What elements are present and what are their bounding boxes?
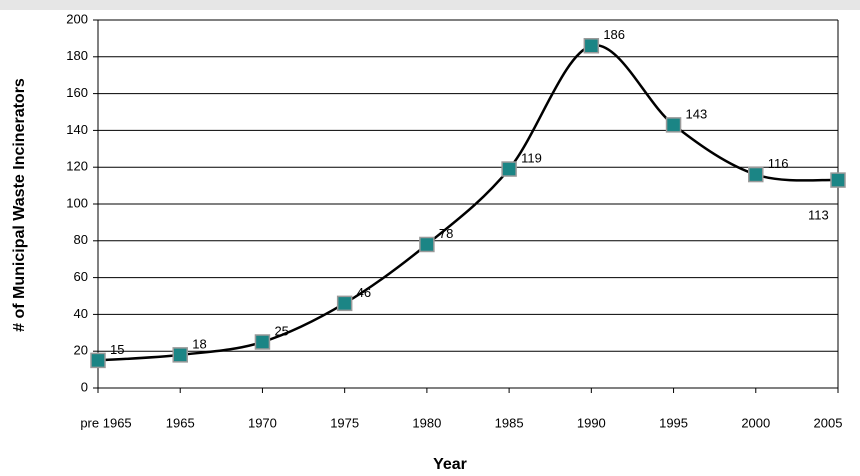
marker xyxy=(665,117,682,133)
y-tick-label: 180 xyxy=(66,48,88,63)
y-tick-label: 160 xyxy=(66,85,88,100)
y-tick-label: 80 xyxy=(74,232,88,247)
y-tick-label: 60 xyxy=(74,269,88,284)
marker xyxy=(172,347,188,363)
data-label: 46 xyxy=(357,285,371,300)
marker xyxy=(583,38,600,54)
data-label: 116 xyxy=(768,156,789,171)
x-tick-label: 1990 xyxy=(577,415,606,430)
y-tick-label: 140 xyxy=(66,122,88,137)
x-tick-label: pre 1965 xyxy=(80,415,131,430)
data-label: 78 xyxy=(439,226,453,241)
data-label: 186 xyxy=(603,27,625,42)
y-tick-label: 20 xyxy=(74,343,88,358)
marker xyxy=(90,352,106,369)
x-tick-label: 1985 xyxy=(495,415,524,430)
top-strip xyxy=(0,0,860,10)
data-label: 15 xyxy=(110,342,124,357)
series-line xyxy=(97,44,839,362)
marker xyxy=(830,172,846,188)
marker xyxy=(419,236,435,253)
y-tick-label: 200 xyxy=(66,11,88,26)
y-tick-label: 0 xyxy=(81,379,88,394)
y-tick-label: 40 xyxy=(74,306,88,321)
marker xyxy=(336,295,353,312)
x-axis-label: Year xyxy=(433,456,467,473)
x-tick-label: 1965 xyxy=(166,415,195,430)
x-tick-label: 2005 xyxy=(814,415,843,430)
data-label: 119 xyxy=(521,150,542,165)
x-tick-label: 1980 xyxy=(412,415,441,430)
marker xyxy=(254,334,271,350)
y-tick-label: 100 xyxy=(66,195,88,210)
y-tick-label: 120 xyxy=(66,159,88,174)
y-axis-label: # of Municipal Waste Incinerators xyxy=(11,78,28,332)
data-label: 113 xyxy=(808,208,829,223)
marker xyxy=(501,161,517,177)
x-tick-label: 1995 xyxy=(659,415,688,430)
x-tick-label: 2000 xyxy=(741,415,770,430)
x-tick-label: 1975 xyxy=(330,415,359,430)
x-tick-label: 1970 xyxy=(248,415,277,430)
data-label: 18 xyxy=(192,336,206,351)
data-label: 143 xyxy=(686,106,708,121)
data-label: 25 xyxy=(274,323,288,338)
marker xyxy=(748,166,764,183)
